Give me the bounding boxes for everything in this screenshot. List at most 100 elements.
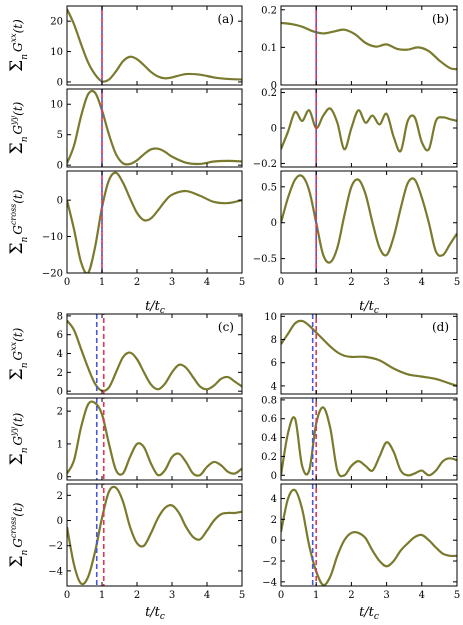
panel-frame: [280, 170, 458, 274]
panel-label: (a): [217, 12, 234, 26]
ytick-label: −10: [42, 232, 63, 243]
xtick-label: 4: [204, 590, 210, 601]
panel-frame: [280, 88, 458, 168]
ytick-label: −2: [48, 541, 63, 552]
ytick-label: 0: [57, 472, 63, 483]
panel-frame: [280, 397, 458, 481]
ytick-label: 0: [57, 516, 63, 527]
panel-label: (c): [218, 320, 234, 334]
ytick-label: 1: [57, 439, 63, 450]
ytick-label: −4: [262, 577, 277, 588]
panel-label: (d): [432, 320, 449, 334]
data-curve: [281, 488, 457, 586]
ytick-label: 0.4: [261, 433, 277, 444]
chart-panel-8: 4 6 8 10 (d): [264, 312, 458, 395]
ytick-label: 8: [271, 335, 277, 346]
data-curve: [281, 406, 457, 478]
data-curve: [281, 107, 457, 153]
chart-panel-10: 0 0.2 0.4 0.6 0.8: [261, 395, 458, 482]
ytick-label: −4: [48, 566, 63, 577]
ytick-label: −20: [42, 269, 63, 280]
ytick-label: 0: [271, 218, 277, 229]
xtick-label: 2: [134, 590, 140, 601]
chart-panel-1: 0 10 20 (a) ΣnGxx(t): [7, 5, 243, 88]
chart-panel-9: 0 1 2 ΣnGyy(t): [7, 397, 243, 483]
xtick-label: 3: [169, 277, 175, 288]
panel-label: (b): [432, 12, 449, 26]
ytick-label: 0.5: [261, 182, 277, 193]
data-curve: [67, 171, 242, 273]
data-curve: [67, 8, 242, 83]
chart-panel-3: 0 5 10 ΣnGyy(t): [7, 88, 243, 172]
ytick-label: 0: [57, 387, 63, 398]
ytick-label: 0: [271, 124, 277, 135]
panel-frame: [66, 483, 243, 587]
ylabel: ΣnGyy(t): [7, 101, 30, 154]
xtick-label: 4: [419, 277, 425, 288]
ylabel: ΣnGcross(t): [7, 189, 30, 254]
xlabel-top-right: t/tc: [359, 299, 379, 316]
chart-panel-4: −0.2 0 0.2: [253, 88, 458, 170]
ytick-label: 0: [57, 161, 63, 172]
xtick-label: 3: [383, 590, 389, 601]
data-curve: [67, 400, 242, 477]
ytick-label: 0.6: [261, 414, 277, 425]
xtick-label: 2: [134, 277, 140, 288]
xtick-label: 4: [419, 590, 425, 601]
ytick-label: 2: [57, 407, 63, 418]
ytick-label: 6: [271, 358, 277, 369]
chart-panel-6: −0.5 0 0.5 0 1 2 3 4 5: [253, 170, 460, 288]
ytick-label: 0: [57, 196, 63, 207]
ytick-label: 4: [271, 494, 277, 505]
ytick-label: 20: [50, 17, 63, 28]
ytick-label: 4: [271, 381, 277, 392]
xlabel-bottom-left: t/tc: [145, 605, 165, 622]
xtick-label: 1: [313, 590, 319, 601]
ytick-label: 0.8: [261, 395, 277, 406]
ylabel: ΣnGcross(t): [7, 502, 30, 567]
xtick-label: 0: [64, 277, 70, 288]
ytick-label: 0: [271, 471, 277, 482]
data-curve: [281, 319, 457, 387]
xtick-label: 0: [278, 590, 284, 601]
ytick-label: 2: [57, 491, 63, 502]
ytick-label: 10: [50, 100, 63, 111]
ytick-label: 4: [57, 349, 63, 360]
ytick-label: 5: [57, 130, 63, 141]
data-curve: [67, 89, 242, 166]
panel-frame: [280, 483, 458, 587]
ytick-label: 0: [271, 81, 277, 92]
xtick-label: 2: [348, 590, 354, 601]
chart-panel-12: −4 −2 0 2 4 0 1 2 3 4 5: [262, 483, 460, 601]
data-curve: [67, 485, 242, 586]
panel-frame: [66, 170, 243, 274]
ytick-label: 2: [57, 368, 63, 379]
panel-frame: [66, 5, 243, 86]
ytick-label: 10: [50, 47, 63, 58]
ytick-label: 0.2: [261, 452, 277, 463]
chart-panel-2: 0 0.1 0.2 (b): [261, 5, 458, 92]
xlabel-top-left: t/tc: [145, 299, 165, 316]
xtick-label: 3: [169, 590, 175, 601]
xtick-label: 2: [348, 277, 354, 288]
xlabel-bottom-right: t/tc: [359, 605, 379, 622]
xtick-label: 5: [454, 277, 460, 288]
panel-frame: [66, 88, 243, 168]
xtick-label: 0: [64, 590, 70, 601]
ytick-label: 8: [57, 311, 63, 322]
ytick-label: 0.2: [261, 5, 277, 16]
ytick-label: 0.1: [261, 43, 277, 54]
chart-panel-5: −20 −10 0 0 1 2 3 4 5 ΣnGcross(t): [7, 170, 245, 288]
ytick-label: 2: [271, 515, 277, 526]
xtick-label: 3: [383, 277, 389, 288]
data-curve: [281, 21, 457, 71]
ylabel: ΣnGxx(t): [7, 327, 30, 380]
chart-panel-7: 0 2 4 6 8 (c) ΣnGxx(t): [7, 311, 243, 398]
xtick-label: 5: [239, 590, 245, 601]
xtick-label: 5: [239, 277, 245, 288]
ytick-label: −0.5: [253, 254, 277, 265]
ytick-label: 0.2: [261, 88, 277, 99]
ylabel: ΣnGyy(t): [7, 412, 30, 465]
